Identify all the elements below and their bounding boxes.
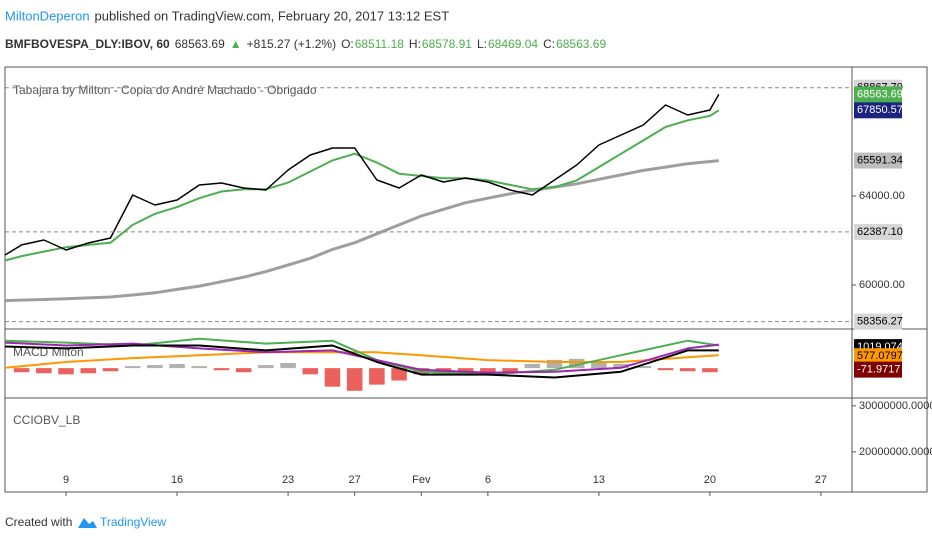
histogram-bar [124, 366, 141, 369]
x-tick-label: 6 [485, 474, 491, 486]
histogram-bar [302, 368, 319, 375]
histogram-bar [702, 368, 718, 373]
histogram-bar [457, 368, 474, 374]
histogram-bar [546, 359, 563, 369]
chart-frame [4, 66, 928, 493]
series-line [4, 159, 719, 303]
open: 68511.18 [355, 37, 404, 51]
y-tick-label: 64000.00 [859, 190, 905, 202]
histogram-bar [169, 364, 185, 369]
price-label: 577.0797 [857, 350, 903, 362]
low-label: L: [477, 37, 487, 51]
histogram-bar [213, 368, 230, 371]
histogram-bar [391, 368, 407, 381]
x-tick-label: 27 [815, 474, 827, 486]
histogram-bar [591, 361, 607, 369]
x-tick-label: 20 [704, 474, 716, 486]
change: +815.27 (+1.2%) [247, 37, 336, 51]
series-line [4, 109, 720, 262]
y-tick-label: 20000000.0000 [859, 446, 932, 458]
price-label: 62387.10 [857, 226, 903, 238]
histogram-bar [568, 358, 585, 369]
histogram-bar [480, 368, 496, 375]
pane-title: Tabajara by Milton - Copia do André Mach… [13, 83, 317, 97]
price-label: 65591.34 [857, 154, 903, 166]
histogram-bar [502, 368, 518, 373]
y-tick-label: 60000.00 [859, 279, 905, 291]
histogram-bar [36, 368, 52, 374]
footer: Created with TradingView [5, 515, 166, 529]
histogram-bar [258, 365, 274, 369]
histogram-bar [657, 368, 674, 371]
price-label-box [854, 86, 902, 103]
published: published on TradingView.com, February 2… [95, 8, 450, 23]
price-label: -71.9717 [857, 364, 900, 376]
price-label-box [854, 102, 902, 119]
x-tick-label: 27 [349, 474, 361, 486]
close-label: C: [543, 37, 555, 51]
created-with: Created with [5, 515, 72, 529]
histogram-bar [191, 366, 208, 369]
price-label: 58356.27 [857, 315, 903, 327]
histogram-bar [235, 368, 252, 373]
open-label: O: [341, 37, 354, 51]
symbol-name: BMFBOVESPA_DLY:IBOV, 60 [5, 37, 170, 51]
price-label-box [854, 348, 902, 365]
price-label-box [854, 152, 902, 169]
histogram-bar [13, 368, 30, 373]
pane-title: CCIOBV_LB [13, 413, 80, 427]
x-tick-label: 9 [63, 474, 69, 486]
x-tick-label: 16 [171, 474, 183, 486]
close: 68563.69 [556, 37, 606, 51]
histogram-bar [80, 368, 97, 374]
last-price: 68563.69 [175, 37, 225, 51]
histogram-bar [524, 364, 541, 369]
histogram-bar [102, 368, 119, 372]
high: 68578.91 [422, 37, 472, 51]
header: MiltonDeperon published on TradingView.c… [5, 8, 449, 23]
histogram-bar [346, 368, 363, 391]
price-label: 68563.69 [857, 88, 903, 100]
x-tick-label: 13 [593, 474, 605, 486]
price-label-box [854, 361, 902, 378]
up-arrow: ▲ [230, 37, 242, 51]
symbol-row: BMFBOVESPA_DLY:IBOV, 60 68563.69 ▲ +815.… [5, 37, 606, 51]
price-label-box [854, 223, 902, 240]
histogram-bar [324, 368, 341, 387]
histogram-bar [635, 366, 652, 369]
low: 68469.04 [488, 37, 538, 51]
plot: 9 16 23 27 Fev 6 13 20 27 Tabajara by Milton - Co… [4, 79, 932, 496]
brand[interactable]: TradingView [100, 515, 166, 529]
histogram-bar [613, 364, 629, 369]
x-tick-label: 23 [282, 474, 294, 486]
histogram-bar [58, 368, 74, 375]
histogram-bar [147, 365, 163, 369]
histogram-bar [280, 362, 296, 369]
high-label: H: [409, 37, 421, 51]
series-line [4, 351, 719, 369]
series-line [4, 341, 719, 374]
tradingview-logo [78, 518, 97, 528]
price-label: 67850.57 [857, 104, 903, 116]
author[interactable]: MiltonDeperon [5, 8, 90, 23]
series-line [4, 94, 720, 256]
histogram-bar [369, 368, 385, 385]
price-label-box [854, 313, 902, 330]
series-line [4, 344, 719, 379]
histogram-bar [679, 368, 696, 372]
y-tick-label: 30000000.0000 [859, 400, 932, 412]
x-tick-label: Fev [412, 474, 431, 486]
